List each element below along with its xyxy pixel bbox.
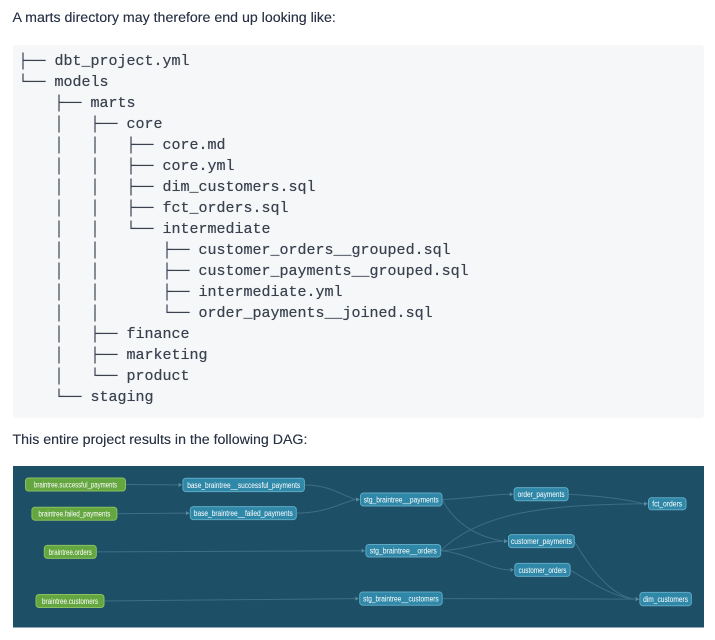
svg-text:base_braintree__failed_payment: base_braintree__failed_payments bbox=[193, 509, 292, 518]
svg-text:fct_orders: fct_orders bbox=[652, 500, 682, 509]
svg-text:stg_braintree__payments: stg_braintree__payments bbox=[363, 496, 438, 505]
svg-text:base_braintree__successful_pay: base_braintree__successful_payments bbox=[187, 481, 300, 490]
svg-text:stg_braintree__customers: stg_braintree__customers bbox=[363, 595, 439, 604]
svg-text:braintree.successful_payments: braintree.successful_payments bbox=[34, 481, 117, 490]
svg-text:braintree.failed_payments: braintree.failed_payments bbox=[38, 510, 110, 519]
svg-text:customer_payments: customer_payments bbox=[510, 537, 571, 546]
svg-text:order_payments: order_payments bbox=[517, 491, 564, 500]
svg-text:customer_orders: customer_orders bbox=[518, 566, 566, 575]
svg-text:dim_customers: dim_customers bbox=[643, 595, 688, 604]
svg-text:braintree.customers: braintree.customers bbox=[42, 597, 98, 606]
svg-text:braintree.orders: braintree.orders bbox=[48, 548, 91, 557]
svg-text:stg_braintree__orders: stg_braintree__orders bbox=[369, 547, 436, 556]
